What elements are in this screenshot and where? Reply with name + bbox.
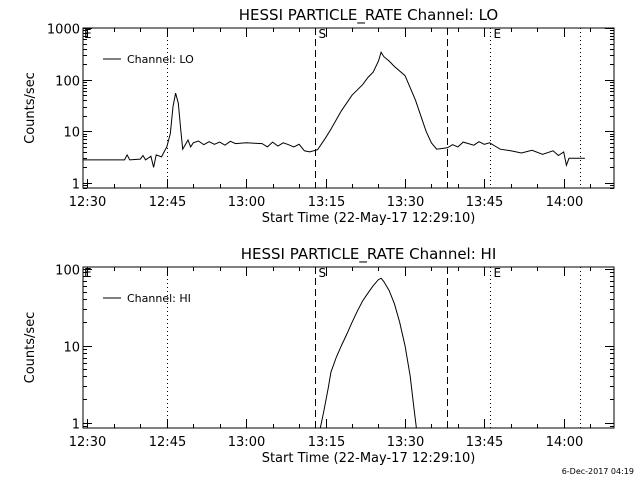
panel1-plot-frame <box>82 27 615 189</box>
panel1-title: HESSI PARTICLE_RATE Channel: LO <box>239 6 498 25</box>
panel1-y-tick-label-4: 1000 <box>47 23 80 38</box>
footer-date: 6-Dec-2017 04:19 <box>562 467 634 476</box>
chart-panel-2: HESSI PARTICLE_RATE Channel: HISEE12:301… <box>23 245 615 466</box>
panel2-x-tick-label-5: 13:30 <box>387 435 424 450</box>
panel2-y-tick-label-1: 1 <box>72 418 80 433</box>
panel1-x-tick-label-2: 12:45 <box>149 195 186 210</box>
panel1-x-axis-label: Start Time (22-May-17 12:29:10) <box>262 211 476 226</box>
panel2-y-tick-label-2: 10 <box>63 341 80 356</box>
panel1-series-line-1 <box>83 50 585 168</box>
panel2-series-line-1 <box>319 277 417 429</box>
panel1-x-tick-label-4: 13:15 <box>308 195 345 210</box>
panel1-x-tick-label-3: 13:00 <box>228 195 265 210</box>
panel2-title: HESSI PARTICLE_RATE Channel: HI <box>241 245 497 264</box>
panel1-x-tick-label-6: 13:45 <box>466 195 503 210</box>
chart-panel-1: HESSI PARTICLE_RATE Channel: LOSEE12:301… <box>23 6 615 226</box>
panel2-x-tick-label-3: 13:00 <box>228 435 265 450</box>
panel2-x-tick-label-6: 13:45 <box>466 435 503 450</box>
panel2-x-tick-label-7: 14:00 <box>546 435 583 450</box>
panel1-x-tick-label-5: 13:30 <box>387 195 424 210</box>
panel1-y-tick-label-1: 1 <box>72 178 80 193</box>
panel2-y-axis-label: Counts/sec <box>23 312 38 384</box>
panel2-marker-label-s: S <box>319 266 327 280</box>
panel1-y-tick-label-3: 100 <box>55 75 80 90</box>
panel1-marker-label-s: S <box>319 27 327 41</box>
panel2-plot-frame <box>82 266 615 429</box>
panel2-x-axis-label: Start Time (22-May-17 12:29:10) <box>262 451 476 466</box>
panel2-x-tick-label-4: 13:15 <box>308 435 345 450</box>
panel1-x-tick-label-1: 12:30 <box>69 195 106 210</box>
panel2-x-tick-label-1: 12:30 <box>69 435 106 450</box>
panel1-legend-label: Channel: LO <box>127 53 194 66</box>
panel2-marker-label-e: E <box>494 266 502 280</box>
panel2-x-tick-label-2: 12:45 <box>149 435 186 450</box>
panel2-legend-label: Channel: HI <box>127 292 191 305</box>
panel2-y-tick-label-3: 100 <box>55 264 80 279</box>
panel1-y-axis-label: Counts/sec <box>23 72 38 144</box>
panel1-y-tick-label-2: 10 <box>63 126 80 141</box>
panel1-x-tick-label-7: 14:00 <box>546 195 583 210</box>
panel1-marker-label-e: E <box>494 27 502 41</box>
